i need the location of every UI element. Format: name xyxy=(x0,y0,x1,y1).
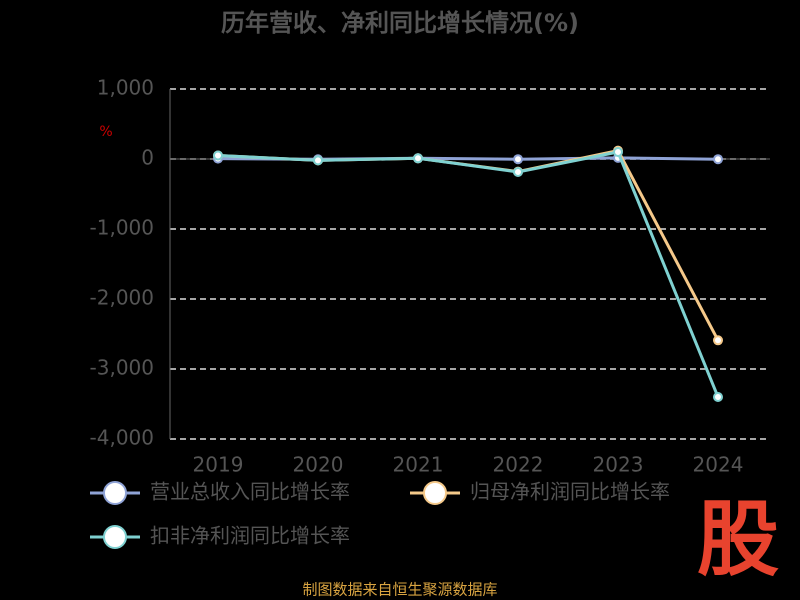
x-tick-label: 2019 xyxy=(193,453,244,477)
legend-marker xyxy=(103,481,127,505)
data-point xyxy=(513,154,523,165)
data-point xyxy=(513,167,523,178)
series-line xyxy=(217,148,720,341)
data-point xyxy=(713,335,723,346)
x-tick-label: 2022 xyxy=(493,453,544,477)
data-point xyxy=(413,153,423,164)
y-axis-unit: % xyxy=(99,124,112,140)
y-tick-label: -2,000 xyxy=(90,286,154,310)
data-point xyxy=(313,155,323,166)
data-point xyxy=(713,154,723,165)
series-line xyxy=(217,150,720,398)
x-tick-label: 2023 xyxy=(593,453,644,477)
logo: 股 xyxy=(697,492,779,587)
y-tick-label: 0 xyxy=(141,146,154,170)
legend-label: 归母净利润同比增长率 xyxy=(470,480,670,504)
chart-title: 历年营收、净利同比增长情况(%) xyxy=(221,9,579,37)
y-tick-label: -3,000 xyxy=(90,356,154,380)
legend-label: 扣非净利润同比增长率 xyxy=(150,524,350,548)
legend-marker xyxy=(423,481,447,505)
source-note: 制图数据来自恒生聚源数据库 xyxy=(302,581,497,599)
x-tick-label: 2021 xyxy=(393,453,444,477)
x-tick-label: 2020 xyxy=(293,453,344,477)
y-tick-label: -1,000 xyxy=(90,216,154,240)
y-tick-label: 1,000 xyxy=(97,76,154,100)
y-tick-label: -4,000 xyxy=(90,426,154,450)
legend-label: 营业总收入同比增长率 xyxy=(150,480,350,504)
data-point xyxy=(613,147,623,157)
legend-marker xyxy=(103,525,127,549)
data-point xyxy=(213,150,223,161)
x-tick-label: 2024 xyxy=(693,453,744,477)
data-point xyxy=(713,392,723,402)
